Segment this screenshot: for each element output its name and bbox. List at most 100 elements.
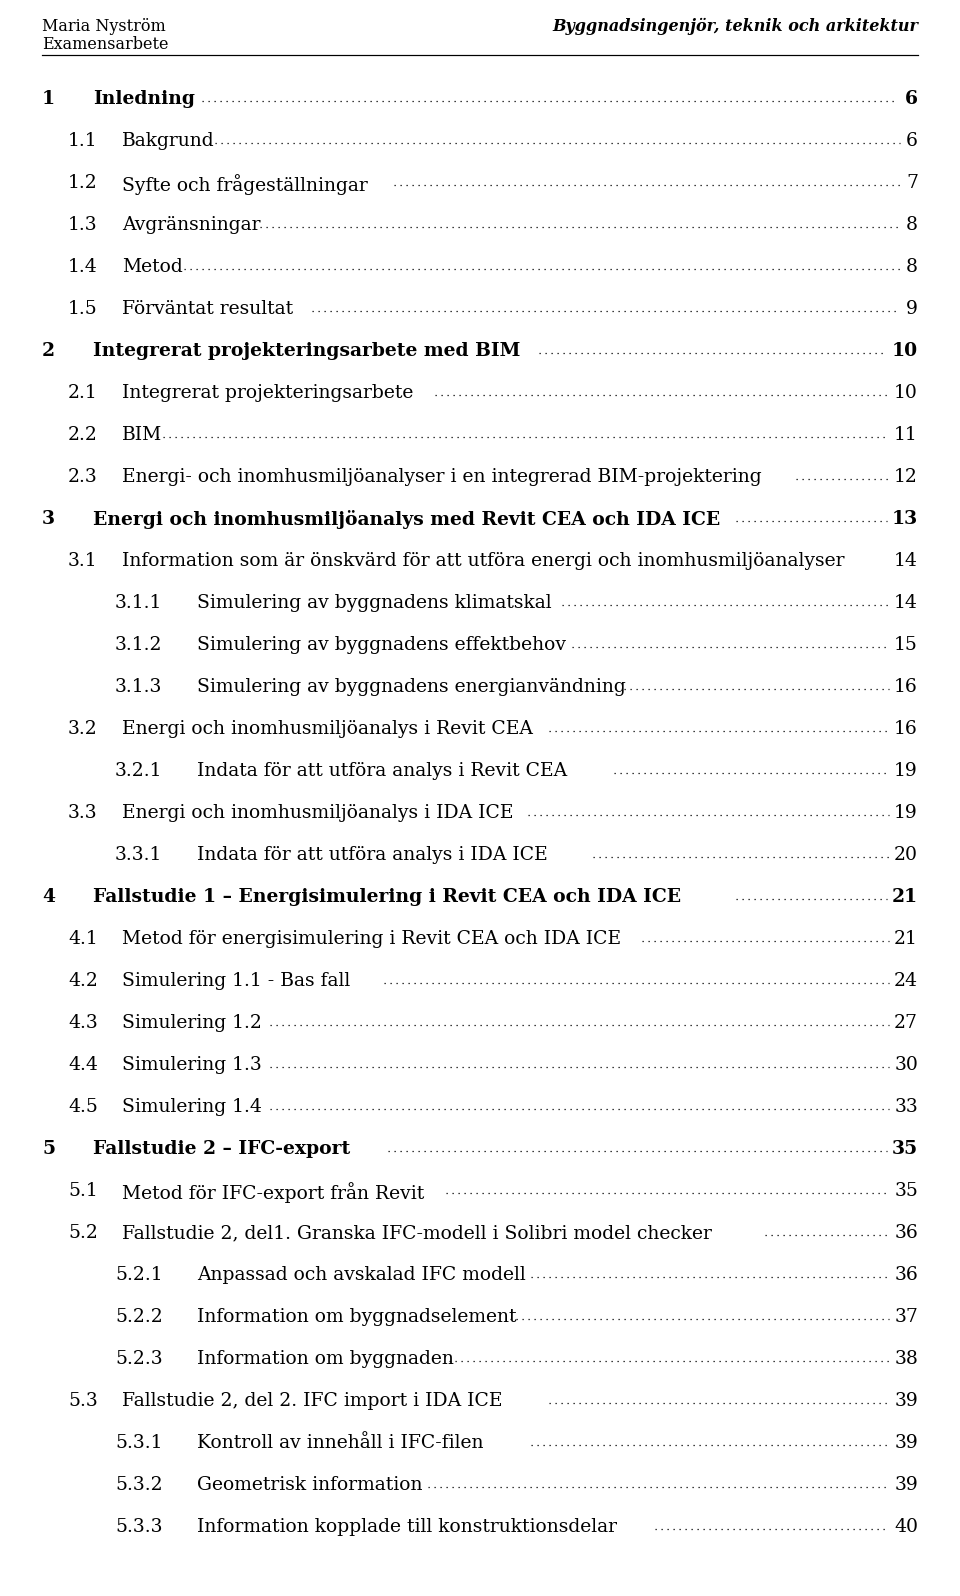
Text: 39: 39 <box>895 1392 918 1409</box>
Text: Simulering av byggnadens effektbehov: Simulering av byggnadens effektbehov <box>197 635 566 654</box>
Text: 30: 30 <box>894 1057 918 1074</box>
Text: Bakgrund: Bakgrund <box>122 132 215 150</box>
Text: 1.3: 1.3 <box>68 215 98 235</box>
Text: 2.1: 2.1 <box>68 385 98 402</box>
Text: 3.2.1: 3.2.1 <box>115 761 162 780</box>
Text: 1.4: 1.4 <box>68 259 98 276</box>
Text: 5.2: 5.2 <box>68 1224 98 1242</box>
Text: 8: 8 <box>906 215 918 235</box>
Text: 1.5: 1.5 <box>68 300 98 318</box>
Text: 1.2: 1.2 <box>68 174 98 192</box>
Text: 36: 36 <box>895 1266 918 1285</box>
Text: 35: 35 <box>892 1140 918 1159</box>
Text: Energi och inomhusmiljöanalys med Revit CEA och IDA ICE: Energi och inomhusmiljöanalys med Revit … <box>93 511 720 528</box>
Text: Indata för att utföra analys i Revit CEA: Indata för att utföra analys i Revit CEA <box>197 761 567 780</box>
Text: 27: 27 <box>894 1013 918 1033</box>
Text: 5.3.2: 5.3.2 <box>115 1476 162 1494</box>
Text: Indata för att utföra analys i IDA ICE: Indata för att utföra analys i IDA ICE <box>197 846 548 863</box>
Text: Avgränsningar: Avgränsningar <box>122 215 260 235</box>
Text: 3.2: 3.2 <box>68 720 98 737</box>
Text: 5.2.2: 5.2.2 <box>115 1309 163 1326</box>
Text: 16: 16 <box>895 720 918 737</box>
Text: 10: 10 <box>892 342 918 361</box>
Text: 5: 5 <box>42 1140 55 1159</box>
Text: 6: 6 <box>905 89 918 109</box>
Text: 5.2.1: 5.2.1 <box>115 1266 162 1285</box>
Text: 13: 13 <box>892 511 918 528</box>
Text: 35: 35 <box>894 1183 918 1200</box>
Text: Energi- och inomhusmiljöanalyser i en integrerad BIM-projektering: Energi- och inomhusmiljöanalyser i en in… <box>122 468 761 487</box>
Text: Maria Nyström: Maria Nyström <box>42 18 166 35</box>
Text: 5.1: 5.1 <box>68 1183 98 1200</box>
Text: Integrerat projekteringsarbete: Integrerat projekteringsarbete <box>122 385 414 402</box>
Text: 15: 15 <box>894 635 918 654</box>
Text: Information om byggnaden: Information om byggnaden <box>197 1350 454 1368</box>
Text: 4.1: 4.1 <box>68 930 98 948</box>
Text: Metod: Metod <box>122 259 182 276</box>
Text: 39: 39 <box>895 1476 918 1494</box>
Text: 36: 36 <box>895 1224 918 1242</box>
Text: Fallstudie 1 – Energisimulering i Revit CEA och IDA ICE: Fallstudie 1 – Energisimulering i Revit … <box>93 887 682 907</box>
Text: 33: 33 <box>895 1098 918 1116</box>
Text: 37: 37 <box>894 1309 918 1326</box>
Text: Fallstudie 2, del1. Granska IFC-modell i Solibri model checker: Fallstudie 2, del1. Granska IFC-modell i… <box>122 1224 712 1242</box>
Text: 4.3: 4.3 <box>68 1013 98 1033</box>
Text: 20: 20 <box>894 846 918 863</box>
Text: Syfte och frågeställningar: Syfte och frågeställningar <box>122 174 368 195</box>
Text: Fallstudie 2 – IFC-export: Fallstudie 2 – IFC-export <box>93 1140 350 1159</box>
Text: 19: 19 <box>895 804 918 822</box>
Text: Metod för energisimulering i Revit CEA och IDA ICE: Metod för energisimulering i Revit CEA o… <box>122 930 621 948</box>
Text: 2: 2 <box>42 342 55 361</box>
Text: 21: 21 <box>894 930 918 948</box>
Text: Examensarbete: Examensarbete <box>42 37 169 53</box>
Text: 3.3.1: 3.3.1 <box>115 846 162 863</box>
Text: Information om byggnadselement: Information om byggnadselement <box>197 1309 516 1326</box>
Text: 3.1: 3.1 <box>68 552 98 570</box>
Text: 14: 14 <box>894 552 918 570</box>
Text: Information som är önskvärd för att utföra energi och inomhusmiljöanalyser: Information som är önskvärd för att utfö… <box>122 552 845 570</box>
Text: Simulering 1.1 - Bas fall: Simulering 1.1 - Bas fall <box>122 972 350 990</box>
Text: 24: 24 <box>894 972 918 990</box>
Text: 5.3.3: 5.3.3 <box>115 1518 162 1535</box>
Text: 10: 10 <box>894 385 918 402</box>
Text: Simulering av byggnadens klimatskal: Simulering av byggnadens klimatskal <box>197 594 552 611</box>
Text: Inledning: Inledning <box>93 89 195 109</box>
Text: Energi och inomhusmiljöanalys i IDA ICE: Energi och inomhusmiljöanalys i IDA ICE <box>122 804 514 822</box>
Text: Integrerat projekteringsarbete med BIM: Integrerat projekteringsarbete med BIM <box>93 342 520 361</box>
Text: Förväntat resultat: Förväntat resultat <box>122 300 293 318</box>
Text: Byggnadsingenjör, teknik och arkitektur: Byggnadsingenjör, teknik och arkitektur <box>552 18 918 35</box>
Text: 4.4: 4.4 <box>68 1057 98 1074</box>
Text: Anpassad och avskalad IFC modell: Anpassad och avskalad IFC modell <box>197 1266 526 1285</box>
Text: 12: 12 <box>894 468 918 487</box>
Text: 8: 8 <box>906 259 918 276</box>
Text: Energi och inomhusmiljöanalys i Revit CEA: Energi och inomhusmiljöanalys i Revit CE… <box>122 720 533 737</box>
Text: 21: 21 <box>892 887 918 907</box>
Text: Information kopplade till konstruktionsdelar: Information kopplade till konstruktionsd… <box>197 1518 617 1535</box>
Text: 3.1.2: 3.1.2 <box>115 635 162 654</box>
Text: 7: 7 <box>906 174 918 192</box>
Text: 4.2: 4.2 <box>68 972 98 990</box>
Text: 3.1.1: 3.1.1 <box>115 594 162 611</box>
Text: 19: 19 <box>895 761 918 780</box>
Text: Kontroll av innehåll i IFC-filen: Kontroll av innehåll i IFC-filen <box>197 1433 484 1452</box>
Text: 1.1: 1.1 <box>68 132 98 150</box>
Text: 3.3: 3.3 <box>68 804 98 822</box>
Text: 3: 3 <box>42 511 55 528</box>
Text: 5.3.1: 5.3.1 <box>115 1433 162 1452</box>
Text: 16: 16 <box>895 678 918 696</box>
Text: 2.2: 2.2 <box>68 426 98 444</box>
Text: 2.3: 2.3 <box>68 468 98 487</box>
Text: Simulering 1.2: Simulering 1.2 <box>122 1013 262 1033</box>
Text: BIM: BIM <box>122 426 162 444</box>
Text: 11: 11 <box>895 426 918 444</box>
Text: Simulering 1.4: Simulering 1.4 <box>122 1098 262 1116</box>
Text: 38: 38 <box>894 1350 918 1368</box>
Text: 1: 1 <box>42 89 55 109</box>
Text: Simulering 1.3: Simulering 1.3 <box>122 1057 262 1074</box>
Text: 9: 9 <box>906 300 918 318</box>
Text: 3.1.3: 3.1.3 <box>115 678 162 696</box>
Text: 6: 6 <box>906 132 918 150</box>
Text: 40: 40 <box>894 1518 918 1535</box>
Text: Fallstudie 2, del 2. IFC import i IDA ICE: Fallstudie 2, del 2. IFC import i IDA IC… <box>122 1392 502 1409</box>
Text: Simulering av byggnadens energianvändning: Simulering av byggnadens energianvändnin… <box>197 678 626 696</box>
